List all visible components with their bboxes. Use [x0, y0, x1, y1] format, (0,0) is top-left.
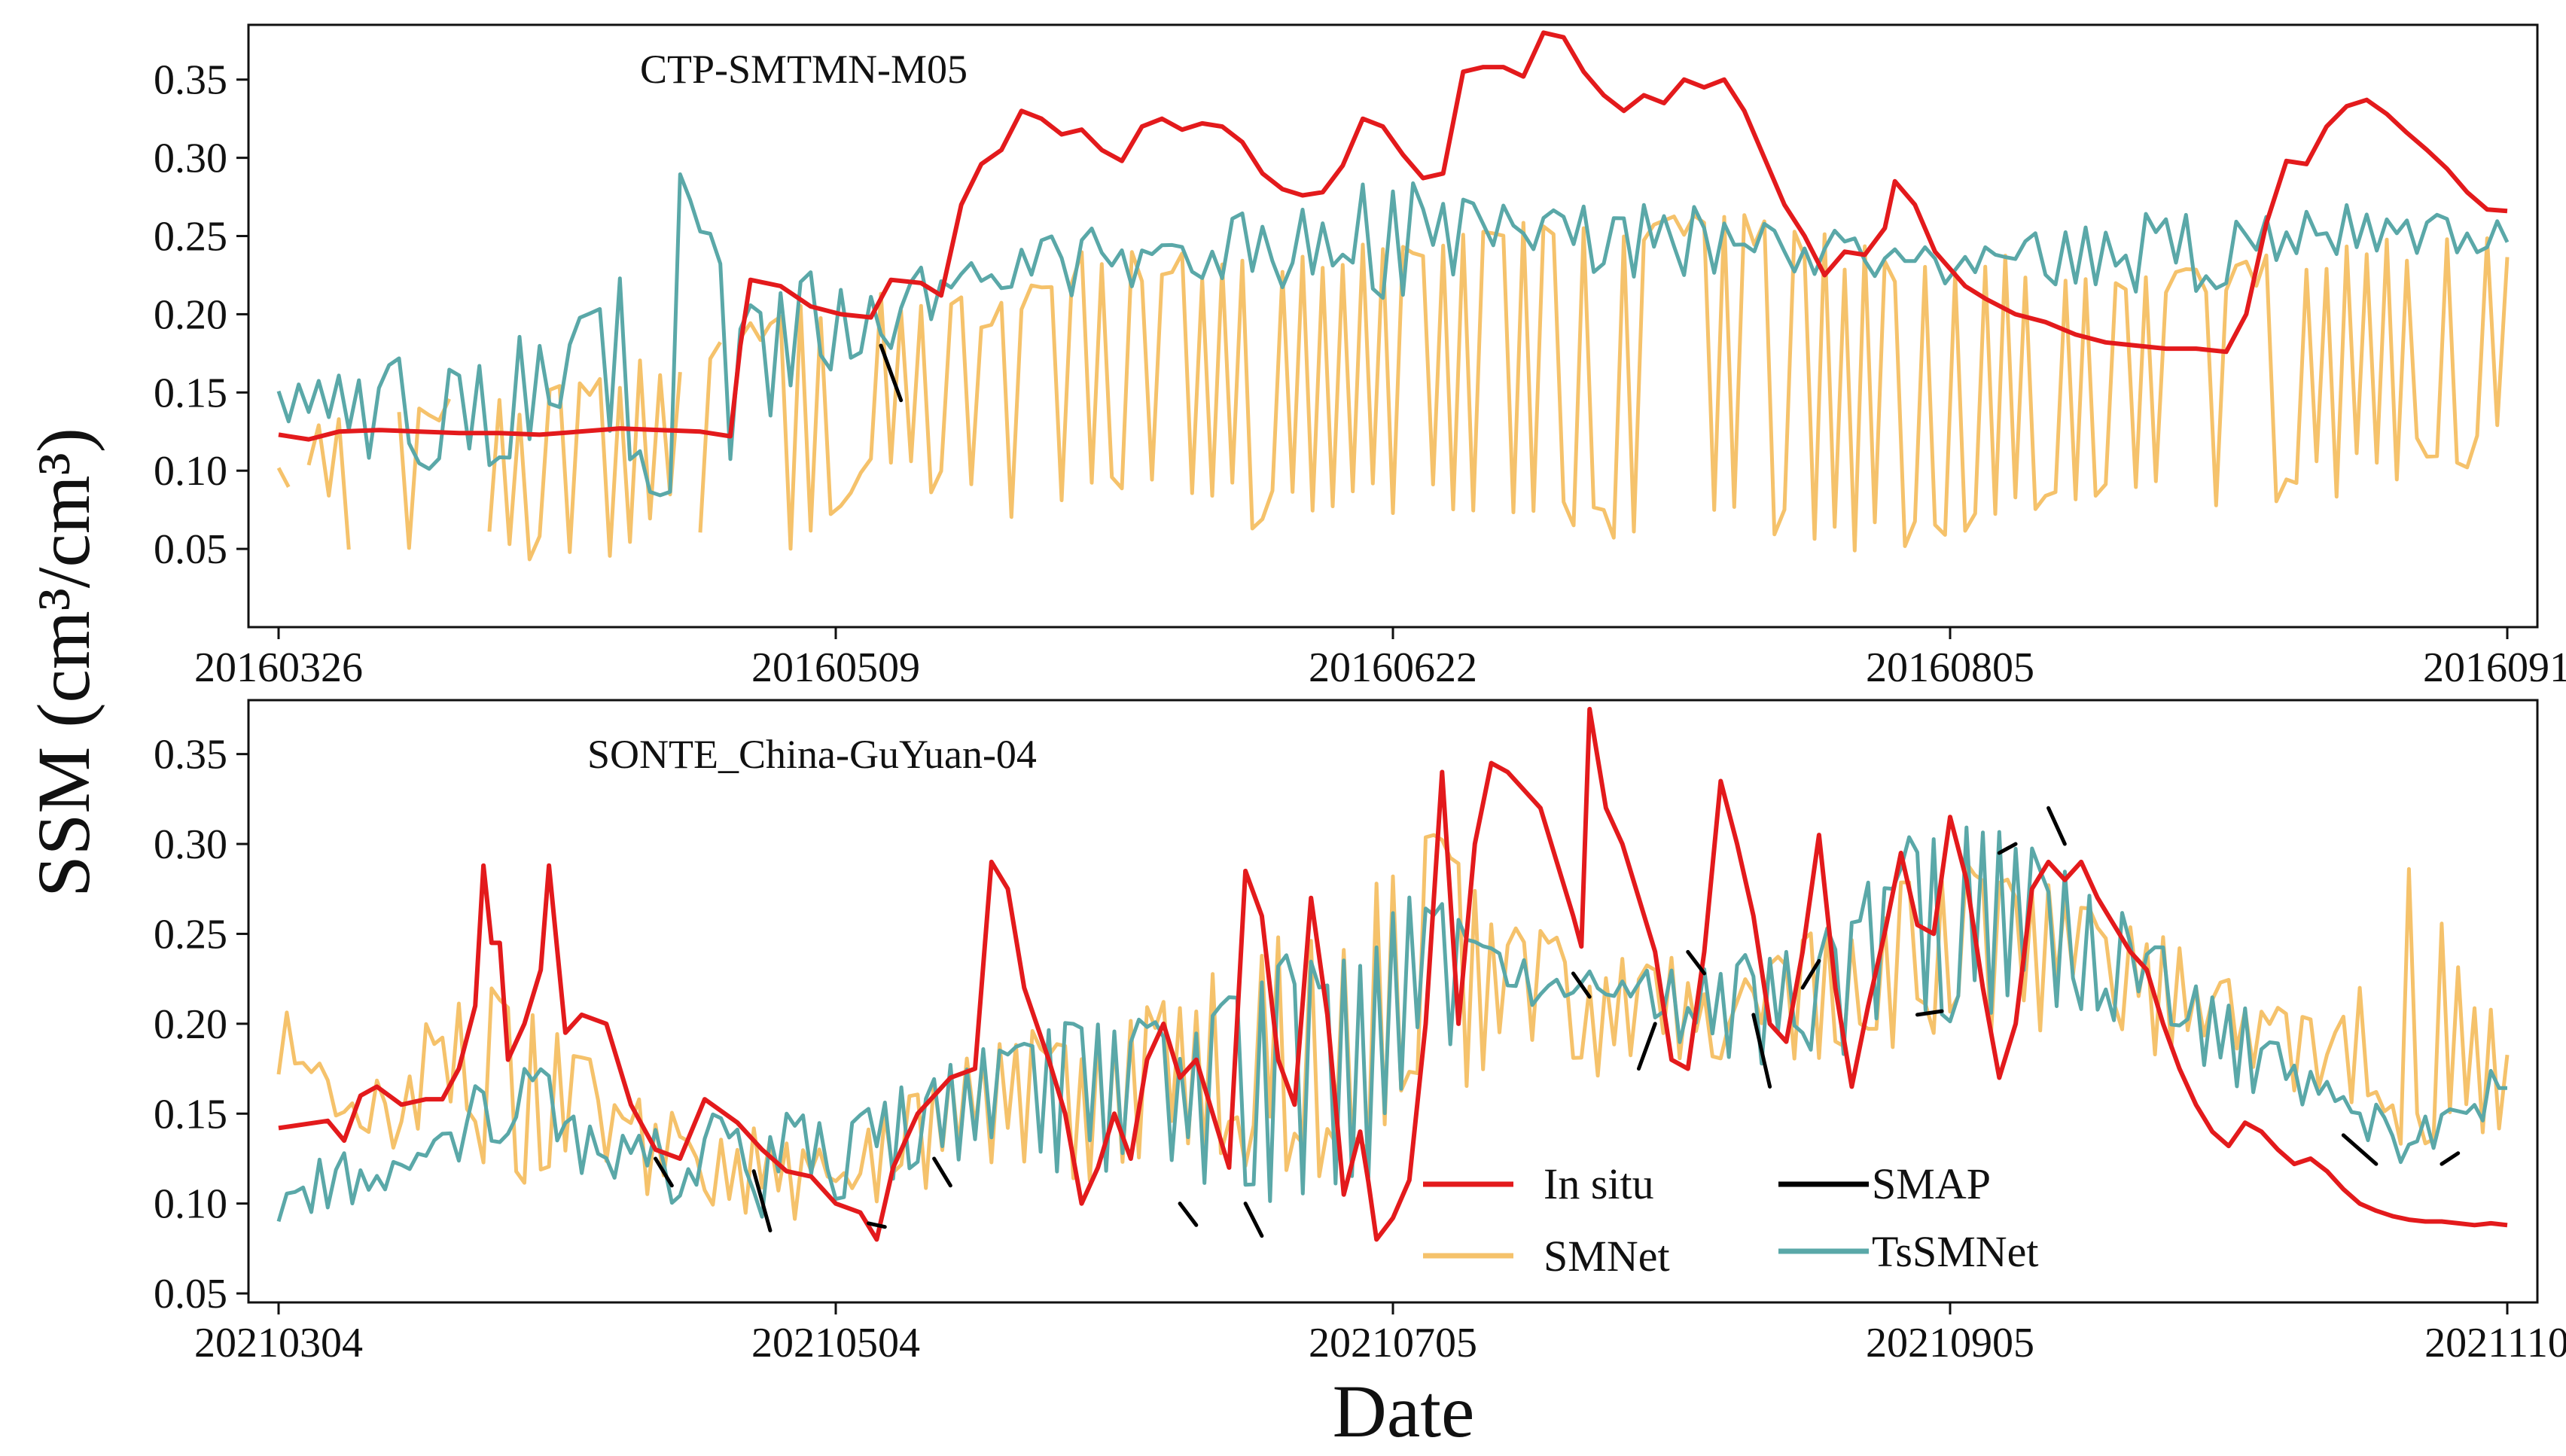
- series-tssmnet: [276, 825, 2508, 1223]
- smap-segment: [1178, 1202, 1199, 1227]
- legend-label-smap: SMAP: [1872, 1159, 1991, 1208]
- smap-segment: [1243, 1202, 1264, 1238]
- x-tick-label: 20211106: [2424, 1320, 2566, 1366]
- series-smap: [654, 806, 2461, 1238]
- x-tick-label: 20210504: [751, 1320, 920, 1366]
- x-tick-label: 20160509: [751, 644, 920, 691]
- smap-segment: [1686, 949, 1707, 976]
- smap-segment: [1800, 958, 1821, 990]
- smap-segment: [751, 1169, 773, 1232]
- smap-segment: [1636, 1022, 1657, 1071]
- x-axis-title: Date: [1333, 1369, 1475, 1453]
- panel-2-y-axis: 0.05 0.10 0.15 0.20 0.25 0.30 0.35: [154, 732, 248, 1317]
- y-tick-label: 0.15: [154, 370, 227, 416]
- smap-segment: [867, 1221, 887, 1229]
- panel-2-series: [276, 706, 2510, 1242]
- smap-segment: [879, 343, 904, 403]
- y-tick-label: 0.15: [154, 1091, 227, 1138]
- smap-segment: [654, 1156, 674, 1188]
- x-tick-label: 20210905: [1866, 1320, 2034, 1366]
- line-tssmnet: [276, 825, 2508, 1223]
- y-tick-label: 0.20: [154, 291, 227, 338]
- y-tick-label: 0.35: [154, 57, 227, 104]
- smap-segment: [1915, 1009, 1944, 1017]
- y-tick-label: 0.20: [154, 1001, 227, 1048]
- series-in-situ: [278, 30, 2508, 442]
- line-tssmnet: [276, 172, 2510, 498]
- y-tick-label: 0.05: [154, 526, 227, 573]
- smap-segment: [1751, 1013, 1772, 1089]
- y-axis-title: SSM (cm³/cm³): [22, 428, 105, 897]
- smap-segment: [2341, 1133, 2379, 1166]
- smap-segment: [2440, 1151, 2461, 1166]
- legend: In situ SMAP SMNet TsSMNet: [1423, 1159, 2039, 1281]
- series-tssmnet: [276, 172, 2510, 498]
- panel-ctp-smtmn-m05: 0.050.100.150.200.250.300.35 20160326 201…: [154, 23, 2566, 691]
- panel-1-title: CTP-SMTMN-M05: [640, 47, 968, 92]
- series-in-situ: [278, 706, 2508, 1242]
- legend-label-in-situ: In situ: [1544, 1159, 1654, 1208]
- line-in-situ: [278, 706, 2508, 1242]
- y-tick-label: 0.30: [154, 821, 227, 868]
- y-tick-label: 0.10: [154, 1181, 227, 1228]
- panel-2-title: SONTE_China-GuYuan-04: [587, 732, 1037, 777]
- legend-label-tssmnet: TsSMNet: [1872, 1227, 2039, 1276]
- y-tick-label: 0.25: [154, 911, 227, 958]
- series-smnet: [276, 213, 2510, 562]
- panel-sonte-china-guyuan-04: 0.050.100.150.200.250.300.35 20210304 202…: [154, 699, 2566, 1366]
- panel-1-series: [276, 30, 2510, 562]
- smap-segment: [2046, 806, 2067, 846]
- y-tick-label: 0.25: [154, 214, 227, 260]
- y-tick-label: 0.30: [154, 136, 227, 182]
- panel-2-x-axis: 20210304 20210504 20210705 20210905 20211106: [194, 1302, 2566, 1366]
- smap-segment: [932, 1156, 952, 1188]
- x-tick-label: 20160622: [1309, 644, 1477, 691]
- panel-1-y-axis: 0.05 0.10 0.15 0.20 0.25 0.30 0.35: [154, 57, 248, 573]
- x-tick-label: 20160805: [1866, 644, 2034, 691]
- y-tick-label: 0.10: [154, 448, 227, 495]
- x-tick-label: 20210304: [194, 1320, 363, 1366]
- y-tick-label: 0.05: [154, 1271, 227, 1317]
- legend-label-smnet: SMNet: [1544, 1232, 1670, 1281]
- panel-1-x-axis: 20160326 20160509 20160622 20160805 20160919: [194, 627, 2566, 691]
- line-in-situ: [278, 30, 2508, 442]
- smap-segment: [1997, 842, 2018, 855]
- x-tick-label: 20160326: [194, 644, 363, 691]
- series-smap: [879, 343, 904, 403]
- smap-segment: [1571, 971, 1592, 999]
- y-tick-label: 0.35: [154, 732, 227, 778]
- line-smnet: [276, 213, 2510, 562]
- x-tick-label: 20160919: [2423, 644, 2566, 691]
- x-tick-label: 20210705: [1309, 1320, 1477, 1366]
